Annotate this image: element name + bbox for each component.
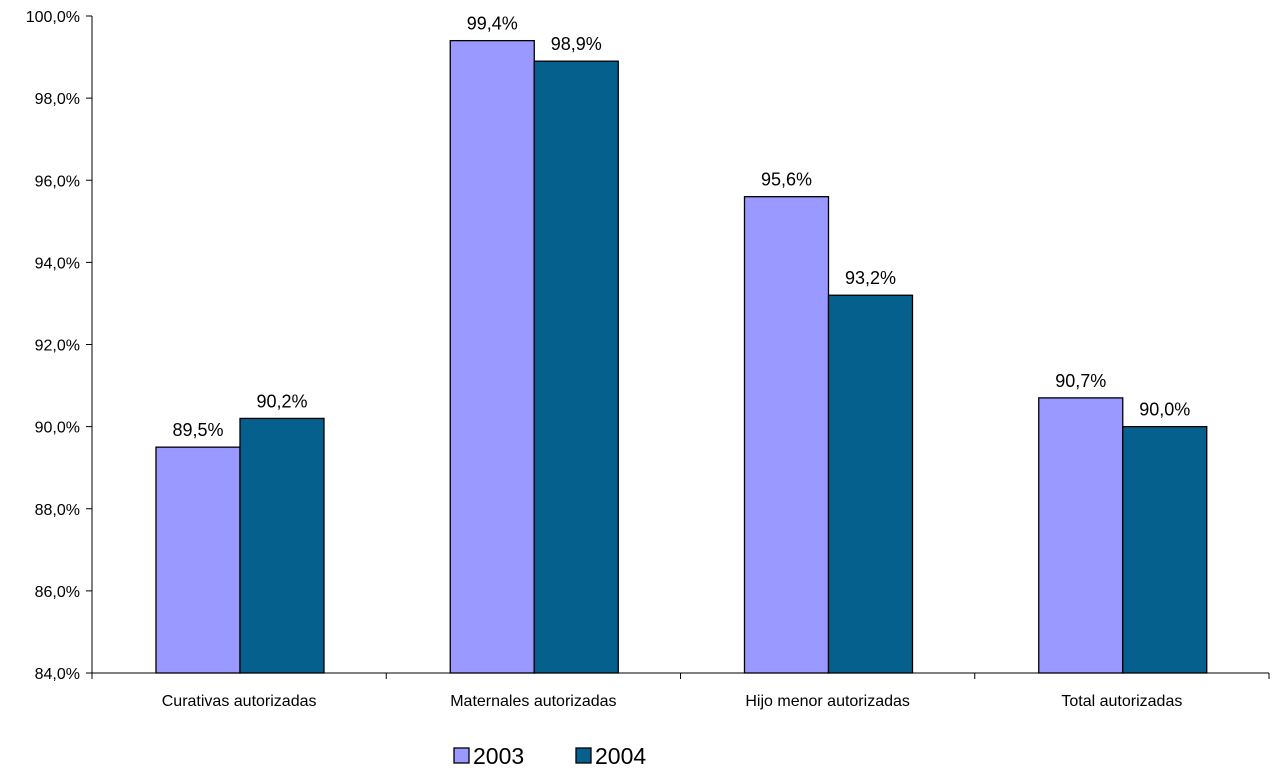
bar-2004-2 — [533, 60, 619, 674]
y-tick-label: 90,0% — [35, 420, 80, 437]
legend-label: 2003 — [473, 743, 524, 769]
x-category-label: Maternales autorizadas — [450, 693, 616, 710]
legend: 2003 2004 — [453, 743, 646, 769]
y-tick-label: 88,0% — [35, 502, 80, 519]
legend-swatch-2004 — [575, 747, 592, 764]
y-tick-label: 92,0% — [35, 338, 80, 355]
bar-2004-1 — [239, 417, 325, 674]
y-tick-label: 100,0% — [26, 9, 80, 26]
y-tick-label: 94,0% — [35, 255, 80, 272]
y-axis: 84,0% 86,0% 88,0% 90,0% 92,0% 94,0% 96,0% 98,0%… — [26, 9, 93, 683]
data-label: 90,0% — [1139, 400, 1190, 420]
data-label: 90,7% — [1055, 371, 1106, 391]
bars — [155, 39, 1208, 674]
bar-2004-4 — [1122, 425, 1208, 674]
data-label: 93,2% — [845, 268, 896, 288]
data-label: 98,9% — [551, 34, 602, 54]
x-category-label: Total autorizadas — [1061, 693, 1182, 710]
legend-swatch-2003 — [453, 747, 470, 764]
y-tick-label: 98,0% — [35, 91, 80, 108]
x-category-label: Hijo menor autorizadas — [745, 693, 910, 710]
data-labels: 89,5% 90,2% 99,4% 98,9% 95,6% 93,2% 90,7% 90,0% — [172, 14, 1190, 441]
legend-label: 2004 — [595, 743, 646, 769]
bar-2003-2 — [449, 39, 535, 674]
y-tick-label: 84,0% — [35, 666, 80, 683]
x-axis: Curativas autorizadas Maternales autoriza… — [91, 672, 1270, 710]
y-tick-label: 96,0% — [35, 173, 80, 190]
data-label: 99,4% — [467, 14, 518, 34]
y-tick-label: 86,0% — [35, 584, 80, 601]
bar-2003-3 — [743, 196, 830, 674]
bar-2004-3 — [827, 294, 914, 674]
x-category-label: Curativas autorizadas — [162, 693, 317, 710]
bar-2003-1 — [155, 446, 241, 674]
bar-2003-4 — [1038, 397, 1124, 674]
data-label: 95,6% — [761, 170, 812, 190]
data-label: 90,2% — [256, 391, 307, 411]
data-label: 89,5% — [172, 420, 223, 440]
